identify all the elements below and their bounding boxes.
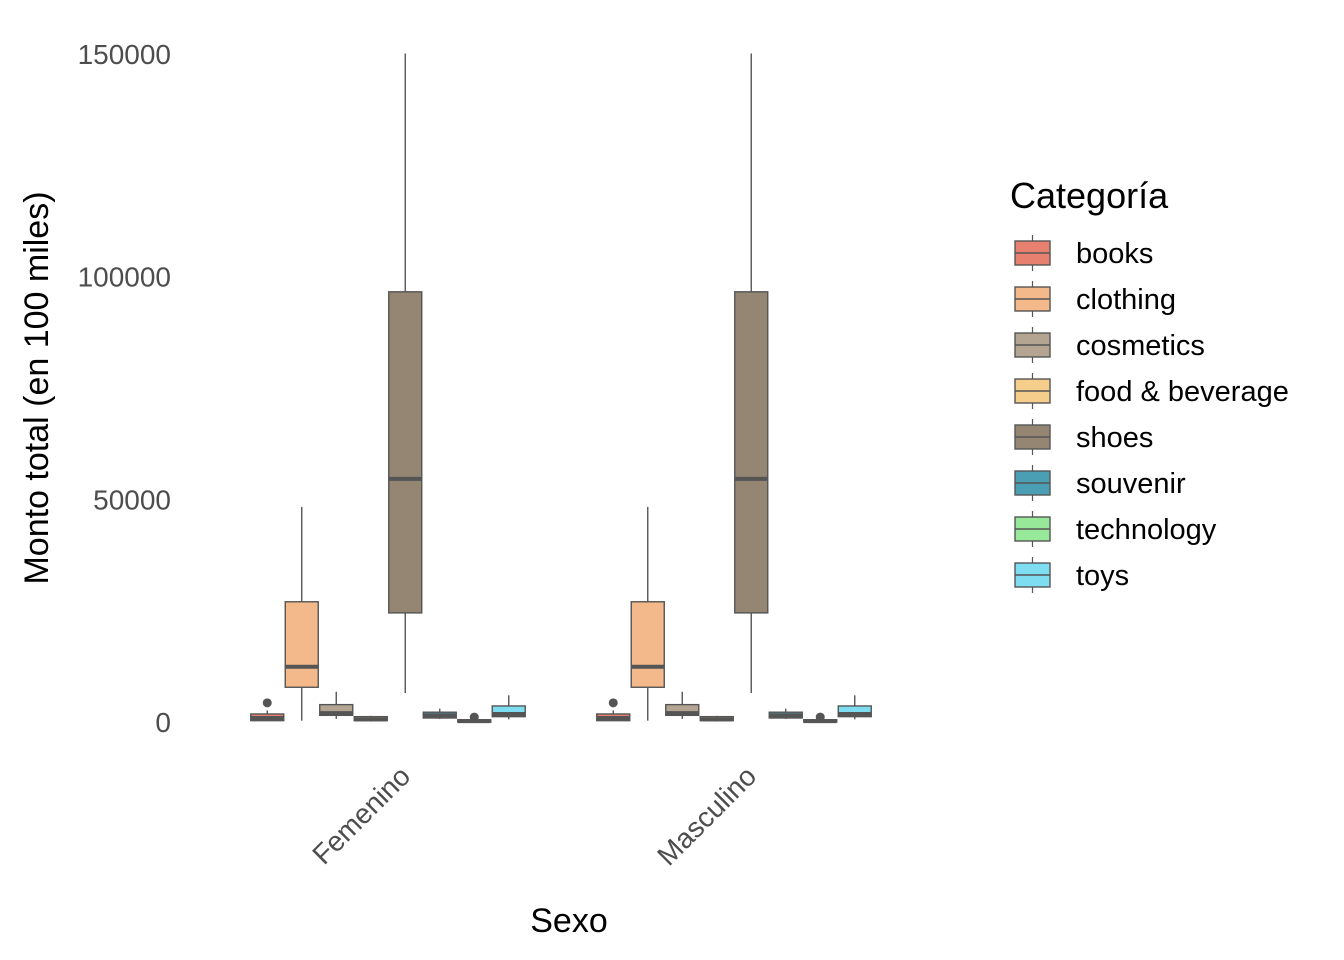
box-toys <box>491 695 526 720</box>
legend-label: books <box>1076 238 1153 270</box>
box-souvenir <box>768 708 803 719</box>
box-toys <box>837 695 872 720</box>
box-iqr <box>284 601 319 688</box>
box-group-masculino <box>596 53 872 724</box>
y-tick-label: 150000 <box>78 39 171 70</box>
legend-item-technology: technology <box>1014 511 1217 547</box>
x-tick-label: Femenino <box>306 760 416 870</box>
y-tick-label: 100000 <box>78 262 171 293</box>
legend-title: Categoría <box>1010 175 1169 216</box>
x-tick-label: Masculino <box>651 760 762 871</box>
box-iqr <box>630 601 665 688</box>
legend-item-toys: toys <box>1014 557 1129 593</box>
box-technology <box>457 712 492 724</box>
y-axis-title: Monto total (en 100 miles) <box>18 191 56 584</box>
legend-item-cosmetics: cosmetics <box>1014 327 1205 363</box>
box-technology <box>803 712 838 724</box>
legend-item-food-beverage: food & beverage <box>1014 373 1289 409</box>
box-books <box>596 698 631 722</box>
x-axis-title: Sexo <box>530 902 608 940</box>
box-clothing <box>630 506 665 721</box>
box-iqr <box>319 703 354 717</box>
box-cosmetics <box>319 691 354 719</box>
y-axis-ticks: 0 50000 100000 150000 <box>78 39 171 738</box>
legend-label: food & beverage <box>1076 376 1289 408</box>
box-food-beverage <box>353 715 388 722</box>
box-souvenir <box>422 708 457 719</box>
outlier-point <box>608 698 618 708</box>
box-clothing <box>284 506 319 721</box>
outlier-point <box>469 712 479 722</box>
y-tick-label: 50000 <box>93 484 171 515</box>
outlier-point <box>815 712 825 722</box>
legend-item-souvenir: souvenir <box>1014 465 1186 501</box>
plot-area <box>250 53 872 724</box>
legend-item-books: books <box>1014 235 1153 271</box>
outlier-point <box>262 698 272 708</box>
x-axis-ticks: Femenino Masculino <box>306 760 762 871</box>
legend-item-shoes: shoes <box>1014 419 1153 455</box>
box-iqr <box>388 291 423 614</box>
legend-label: shoes <box>1076 422 1153 454</box>
box-group-femenino <box>250 53 526 724</box>
legend: Categoría books clothing cosmetics food & b… <box>1010 175 1289 593</box>
legend-label: clothing <box>1076 284 1176 316</box>
box-cosmetics <box>665 691 700 719</box>
box-food-beverage <box>699 715 734 722</box>
box-books <box>250 698 285 722</box>
legend-items: books clothing cosmetics food & beverage sho… <box>1014 235 1289 593</box>
box-shoes <box>734 53 769 694</box>
legend-item-clothing: clothing <box>1014 281 1176 317</box>
y-tick-label: 0 <box>155 707 171 738</box>
legend-label: toys <box>1076 560 1129 592</box>
box-iqr <box>665 703 700 717</box>
legend-label: technology <box>1076 514 1217 546</box>
box-shoes <box>388 53 423 694</box>
box-iqr <box>734 291 769 614</box>
box-iqr <box>491 705 526 718</box>
legend-label: souvenir <box>1076 468 1186 500</box>
box-iqr <box>837 705 872 718</box>
legend-label: cosmetics <box>1076 330 1205 362</box>
